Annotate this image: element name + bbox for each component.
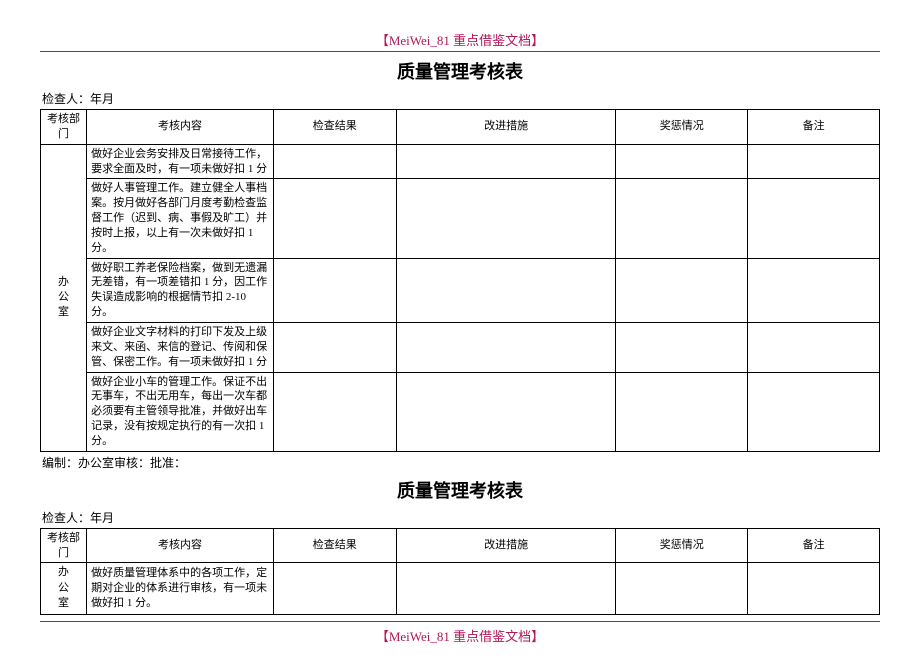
header-remark: 备注 <box>748 528 880 563</box>
content-cell: 做好企业会务安排及日常接待工作，要求全面及时，有一项未做好扣 1 分 <box>87 144 274 179</box>
improve-cell <box>396 563 616 614</box>
remark-cell <box>748 372 880 451</box>
header-dept: 考核部门 <box>41 110 87 145</box>
header-result: 检查结果 <box>273 110 396 145</box>
table-header-row: 考核部门 考核内容 检查结果 改进措施 奖惩情况 备注 <box>41 110 880 145</box>
table-row: 做好企业文字材料的打印下发及上级来文、来函、来信的登记、传阅和保管、保密工作。有… <box>41 322 880 372</box>
improve-cell <box>396 322 616 372</box>
header-divider <box>40 51 880 52</box>
result-cell <box>273 563 396 614</box>
result-cell <box>273 144 396 179</box>
result-cell <box>273 258 396 322</box>
improve-cell <box>396 179 616 258</box>
footer-line: 编制：办公室审核：批准： <box>42 454 880 471</box>
document-title-2: 质量管理考核表 <box>40 477 880 503</box>
assessment-table-1: 考核部门 考核内容 检查结果 改进措施 奖惩情况 备注 办 公 室 做好企业会务… <box>40 109 880 452</box>
header-content: 考核内容 <box>87 528 274 563</box>
improve-cell <box>396 258 616 322</box>
assessment-table-2: 考核部门 考核内容 检查结果 改进措施 奖惩情况 备注 办 公 室 做好质量管理… <box>40 528 880 615</box>
table-row: 做好企业小车的管理工作。保证不出无事车，不出无用车，每出一次车都必须要有主管领导… <box>41 372 880 451</box>
remark-cell <box>748 322 880 372</box>
table-row: 做好人事管理工作。建立健全人事档案。按月做好各部门月度考勤检查监督工作（迟到、病… <box>41 179 880 258</box>
improve-cell <box>396 372 616 451</box>
inspector-line-1: 检查人：年月 <box>42 90 880 107</box>
header-result: 检查结果 <box>273 528 396 563</box>
remark-cell <box>748 258 880 322</box>
improve-cell <box>396 144 616 179</box>
header-improve: 改进措施 <box>396 110 616 145</box>
table-row: 办 公 室 做好质量管理体系中的各项工作，定期对企业的体系进行审核，有一项未做好… <box>41 563 880 614</box>
content-cell: 做好企业文字材料的打印下发及上级来文、来函、来信的登记、传阅和保管、保密工作。有… <box>87 322 274 372</box>
reward-cell <box>616 563 748 614</box>
remark-cell <box>748 144 880 179</box>
reward-cell <box>616 179 748 258</box>
reward-cell <box>616 144 748 179</box>
table-header-row: 考核部门 考核内容 检查结果 改进措施 奖惩情况 备注 <box>41 528 880 563</box>
footer-divider <box>40 621 880 622</box>
reward-cell <box>616 322 748 372</box>
document-title-1: 质量管理考核表 <box>40 58 880 84</box>
reward-cell <box>616 372 748 451</box>
header-dept: 考核部门 <box>41 528 87 563</box>
footer-watermark: 【MeiWei_81 重点借鉴文档】 <box>40 626 880 645</box>
header-remark: 备注 <box>748 110 880 145</box>
header-reward: 奖惩情况 <box>616 528 748 563</box>
table-row: 做好职工养老保险档案，做到无遗漏无差错，有一项差错扣 1 分，因工作失误造成影响… <box>41 258 880 322</box>
content-cell: 做好企业小车的管理工作。保证不出无事车，不出无用车，每出一次车都必须要有主管领导… <box>87 372 274 451</box>
remark-cell <box>748 563 880 614</box>
result-cell <box>273 372 396 451</box>
dept-cell-1: 办 公 室 <box>41 144 87 451</box>
header-content: 考核内容 <box>87 110 274 145</box>
remark-cell <box>748 179 880 258</box>
header-improve: 改进措施 <box>396 528 616 563</box>
dept-cell-2: 办 公 室 <box>41 563 87 614</box>
result-cell <box>273 179 396 258</box>
header-watermark: 【MeiWei_81 重点借鉴文档】 <box>40 30 880 49</box>
header-reward: 奖惩情况 <box>616 110 748 145</box>
content-cell: 做好质量管理体系中的各项工作，定期对企业的体系进行审核，有一项未做好扣 1 分。 <box>87 563 274 614</box>
content-cell: 做好职工养老保险档案，做到无遗漏无差错，有一项差错扣 1 分，因工作失误造成影响… <box>87 258 274 322</box>
inspector-line-2: 检查人：年月 <box>42 509 880 526</box>
result-cell <box>273 322 396 372</box>
content-cell: 做好人事管理工作。建立健全人事档案。按月做好各部门月度考勤检查监督工作（迟到、病… <box>87 179 274 258</box>
table-row: 办 公 室 做好企业会务安排及日常接待工作，要求全面及时，有一项未做好扣 1 分 <box>41 144 880 179</box>
reward-cell <box>616 258 748 322</box>
